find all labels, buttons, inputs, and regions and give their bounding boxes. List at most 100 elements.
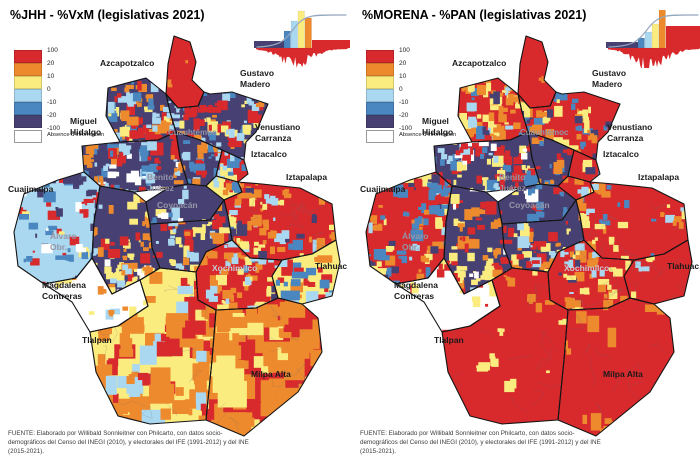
region-border-milpa_alta — [557, 297, 675, 437]
distribution-inset-right — [606, 10, 700, 68]
region-label-iztapalapa: Iztapalapa — [286, 172, 328, 182]
inset-left-band — [254, 41, 284, 48]
inset-bar-blue — [637, 37, 645, 49]
region-cuajimalpa — [366, 172, 452, 284]
region-azcapotzalco — [458, 78, 528, 142]
region-miguel_hidalgo — [82, 132, 188, 192]
inset-left-band — [606, 42, 638, 48]
region-label-xochimilco: Xochimilco — [564, 263, 610, 273]
legend-break-100: 100 — [47, 47, 58, 54]
legend-break--100: -100 — [399, 125, 413, 132]
region-label-tlahuac: Tlahuac — [667, 261, 700, 271]
legend-swatch-orange — [14, 63, 42, 76]
region-cuauhtemoc — [528, 132, 574, 186]
region-label-coyoacan: Coyoacán — [157, 200, 198, 210]
legend-swatch-orange — [366, 63, 394, 76]
region-label-tlalpan: Tlalpan — [82, 335, 112, 345]
choropleth-map-jhh-vxm — [13, 35, 341, 437]
inset-bar-yellow — [651, 23, 659, 49]
legend-swatch-red — [366, 50, 394, 63]
inset-bar-lightblue — [644, 31, 652, 49]
legend-swatch-yellow — [366, 76, 394, 89]
map-panel-right: %MORENA - %PAN (legislativas 2021) 100 20… — [352, 0, 700, 457]
region-label-gustavo_madero: Gustavo Madero — [592, 68, 627, 89]
legend-swatch-nodata — [14, 130, 42, 143]
legend-nodata-label: Absence d'information — [47, 132, 105, 138]
inset-right-band — [312, 40, 350, 48]
region-label-miguel_hidalgo: Miguel Hidalgo — [70, 116, 102, 137]
region-label-azcapotzalco: Azcapotzalco — [100, 58, 155, 68]
region-label-magdalena: Magdalena Contreras — [42, 280, 86, 301]
region-gam_north — [518, 36, 556, 108]
region-label-coyoacan: Coyoacán — [509, 200, 550, 210]
region-border-tlahuac — [623, 239, 693, 305]
region-label-magdalena: Magdalena Contreras — [394, 280, 438, 301]
legend-nodata-label: Absence d'information — [399, 132, 457, 138]
region-label-xochimilco: Xochimilco — [212, 263, 258, 273]
legend-break--10: -10 — [399, 99, 409, 106]
source-note-right: FUENTE: Elaborado por Willibald Sonnleit… — [360, 430, 601, 456]
distribution-inset-left — [254, 10, 350, 68]
region-label-gustavo_madero: Gustavo Madero — [240, 68, 275, 89]
region-label-benito_juarez: Benito Juárez — [499, 172, 526, 193]
legend-break--100: -100 — [47, 125, 61, 132]
legend-left: 100 20 10 0 -10 -20 -100 Absence d'information — [14, 47, 134, 200]
region-label-iztapalapa: Iztapalapa — [638, 172, 680, 182]
region-label-iztacalco: Iztacalco — [603, 149, 639, 159]
region-border-milpa_alta — [205, 297, 323, 437]
region-benito_juarez — [146, 184, 224, 224]
legend-swatch-nodata — [366, 130, 394, 143]
region-border-venustiano_carranza — [567, 149, 601, 183]
legend-swatch-lightblue — [366, 89, 394, 102]
region-border-venustiano_carranza — [215, 149, 249, 183]
legend-swatch-blue — [14, 102, 42, 115]
region-label-cuajimalpa: Cuajimalpa — [8, 184, 54, 194]
region-label-cuauhtemoc: Cuauhtémoc — [168, 128, 217, 137]
inset-bar-yellow — [297, 10, 305, 49]
region-label-iztacalco: Iztacalco — [251, 149, 287, 159]
region-iztapalapa — [576, 182, 688, 260]
region-label-tlalpan: Tlalpan — [434, 335, 464, 345]
legend-break--20: -20 — [399, 112, 409, 119]
legend-break-20: 20 — [399, 60, 407, 67]
inset-right-band — [666, 26, 700, 48]
legend-break-0: 0 — [399, 86, 403, 93]
legend-break-0: 0 — [47, 86, 51, 93]
region-label-milpa_alta: Milpa Alta — [603, 369, 643, 379]
map-panel-left: %JHH - %VxM (legislativas 2021) 100 20 10 0… — [8, 8, 350, 456]
region-label-venustiano_carranza: Venustiano Carranza — [607, 122, 653, 143]
legend-break-20: 20 — [47, 60, 55, 67]
inset-fringe — [256, 48, 348, 68]
legend-break-10: 10 — [47, 73, 55, 80]
inset-cumulative-curve — [256, 14, 347, 48]
legend-swatch-navy — [14, 115, 42, 128]
legend-break--20: -20 — [47, 112, 57, 119]
inset-cumulative-curve — [608, 14, 699, 48]
legend-swatch-navy — [366, 115, 394, 128]
inset-bar-orange — [658, 10, 666, 49]
region-border-tlahuac — [271, 239, 341, 305]
choropleth-map-morena-pan — [365, 35, 693, 437]
map-title-left: %JHH - %VxM (legislativas 2021) — [10, 8, 205, 22]
region-label-venustiano_carranza: Venustiano Carranza — [255, 122, 301, 143]
legend-swatch-yellow — [14, 76, 42, 89]
legend-swatch-red — [14, 50, 42, 63]
legend-break--10: -10 — [47, 99, 57, 106]
region-label-alvaro_obregon: Álvaro Obr. — [50, 231, 77, 252]
map-title-right: %MORENA - %PAN (legislativas 2021) — [362, 8, 587, 22]
inset-fringe — [608, 48, 700, 68]
source-note-left: FUENTE: Elaborado por Willibald Sonnleit… — [8, 430, 249, 456]
legend-break-100: 100 — [399, 47, 410, 54]
inset-bar-orange — [304, 17, 312, 49]
region-label-benito_juarez: Benito Juárez — [147, 172, 174, 193]
region-iztapalapa — [224, 182, 336, 260]
legend-swatch-lightblue — [14, 89, 42, 102]
region-label-tlahuac: Tlahuac — [315, 261, 348, 271]
legend-right: 100 20 10 0 -10 -20 -100 Absence d'information — [366, 47, 486, 200]
region-label-miguel_hidalgo: Miguel Hidalgo — [422, 116, 454, 137]
region-label-cuajimalpa: Cuajimalpa — [360, 184, 406, 194]
inset-bar-lightblue — [290, 20, 298, 49]
legend-swatch-blue — [366, 102, 394, 115]
region-label-cuauhtemoc: Cuauhtémoc — [520, 128, 569, 137]
